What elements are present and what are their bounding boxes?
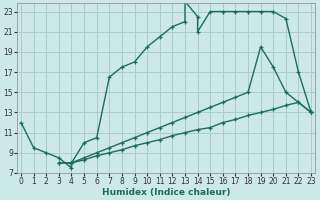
X-axis label: Humidex (Indice chaleur): Humidex (Indice chaleur)	[102, 188, 230, 197]
